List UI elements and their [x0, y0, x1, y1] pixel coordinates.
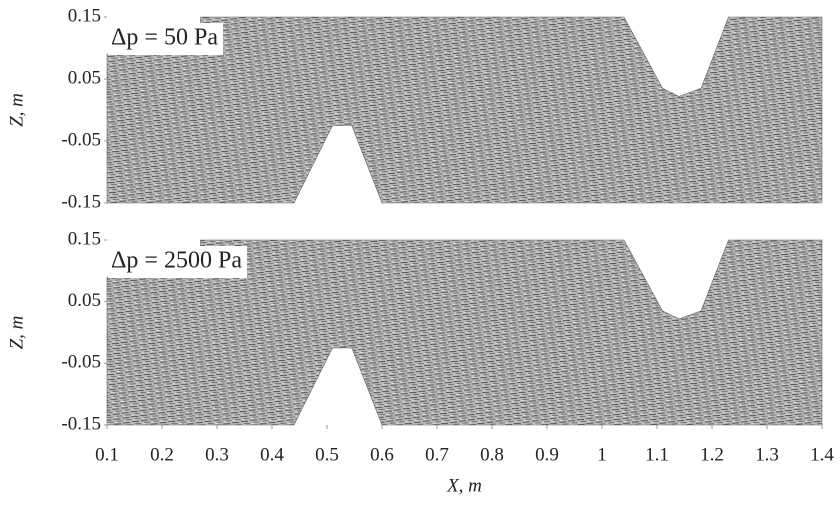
y-tick-label: -0.15 — [61, 413, 101, 434]
x-tick-label: 0.8 — [480, 444, 504, 465]
flow-field — [106, 239, 823, 426]
flow-field — [106, 16, 823, 204]
x-tick-label: 1.1 — [645, 444, 669, 465]
x-axis-label: X, m — [446, 475, 482, 496]
x-tick-label: 0.9 — [535, 444, 559, 465]
x-tick-label: 0.3 — [205, 444, 229, 465]
y-tick-label: 0.15 — [68, 228, 101, 249]
annotation: Δp = 50 Pa — [111, 25, 218, 51]
x-tick-label: 0.4 — [260, 444, 284, 465]
x-tick-label: 1.4 — [810, 444, 834, 465]
y-tick-label: -0.05 — [61, 352, 101, 373]
y-tick-label: -0.05 — [61, 129, 101, 150]
x-tick-label: 0.2 — [150, 444, 174, 465]
y-tick-label: -0.15 — [61, 191, 101, 212]
x-tick-label: 1.2 — [700, 444, 724, 465]
annotation: Δp = 2500 Pa — [111, 248, 242, 274]
x-tick-label: 0.6 — [370, 444, 394, 465]
x-tick-label: 1 — [597, 444, 607, 465]
y-axis-label: Z, m — [6, 93, 27, 127]
x-tick-label: 0.1 — [95, 444, 119, 465]
x-tick-label: 1.3 — [755, 444, 779, 465]
annotation-box — [108, 246, 247, 278]
y-tick-label: 0.05 — [68, 290, 101, 311]
x-tick-label: 0.7 — [425, 444, 449, 465]
y-tick-label: 0.15 — [68, 5, 101, 26]
y-tick-label: 0.05 — [68, 67, 101, 88]
x-tick-label: 0.5 — [315, 444, 339, 465]
annotation-box — [108, 23, 223, 55]
y-axis-label: Z, m — [6, 316, 27, 350]
